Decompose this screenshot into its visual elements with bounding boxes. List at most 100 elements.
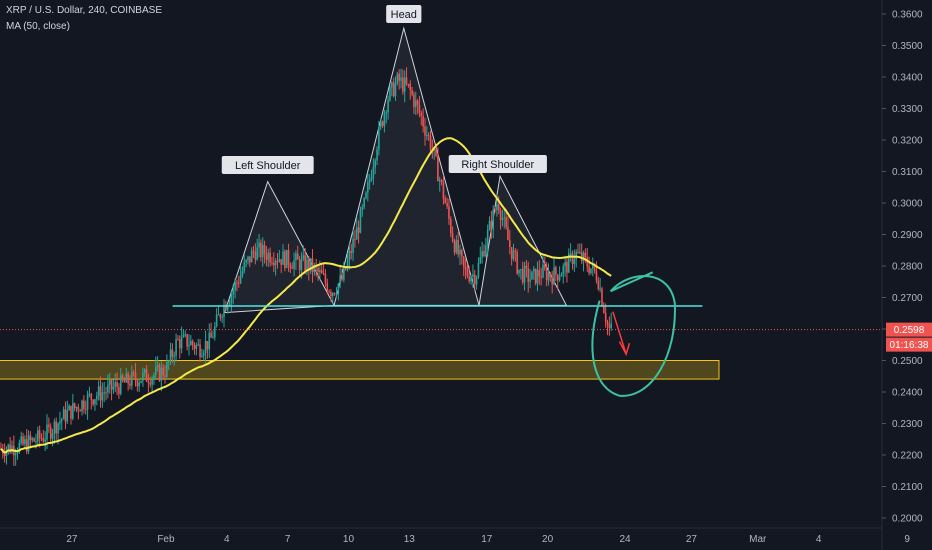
candle-body bbox=[584, 252, 587, 258]
ma-50-line bbox=[0, 137, 612, 454]
candle-body bbox=[107, 384, 109, 393]
candle-body bbox=[291, 267, 294, 269]
candle-body bbox=[424, 126, 426, 136]
last-price-label: 0.2598 bbox=[894, 325, 925, 336]
candle-body bbox=[527, 268, 530, 282]
candle-body bbox=[381, 121, 384, 126]
candle-body bbox=[520, 269, 522, 271]
candle-body bbox=[284, 251, 286, 269]
candle-body bbox=[99, 386, 102, 401]
candle-body bbox=[92, 399, 94, 405]
y-tick-label: 0.3400 bbox=[892, 73, 923, 84]
y-tick-label: 0.2100 bbox=[892, 482, 923, 493]
candle-body bbox=[175, 339, 177, 356]
x-tick-label: 20 bbox=[542, 534, 554, 545]
candle-body bbox=[215, 314, 218, 327]
x-tick-label: Mar bbox=[749, 534, 767, 545]
candle-body bbox=[228, 303, 231, 306]
x-tick-label: Feb bbox=[157, 534, 175, 545]
candle-body bbox=[326, 282, 329, 292]
candle-body bbox=[177, 339, 179, 341]
candle-body bbox=[512, 250, 515, 260]
candle-body bbox=[438, 179, 441, 182]
candle-body bbox=[400, 77, 402, 81]
y-tick-label: 0.2900 bbox=[892, 230, 923, 241]
candle-body bbox=[51, 433, 54, 439]
candle-body bbox=[260, 242, 262, 258]
candle-body bbox=[573, 259, 576, 265]
candle-body bbox=[40, 438, 43, 440]
candle-body bbox=[420, 112, 423, 117]
candle-body bbox=[595, 270, 598, 281]
candle-body bbox=[494, 209, 496, 211]
x-tick-label: 27 bbox=[686, 534, 698, 545]
candle-body bbox=[188, 345, 190, 347]
candle-body bbox=[295, 253, 297, 261]
candle-body bbox=[110, 379, 113, 390]
candle-body bbox=[488, 221, 491, 231]
y-tick-label: 0.2000 bbox=[892, 514, 923, 525]
candle-body bbox=[232, 290, 235, 295]
candle-body bbox=[306, 259, 308, 271]
candle-body bbox=[411, 90, 413, 95]
candle-body bbox=[114, 382, 117, 387]
candle-body bbox=[221, 316, 223, 318]
candle-body bbox=[145, 369, 148, 382]
candle-body bbox=[250, 250, 253, 263]
candle-body bbox=[79, 410, 82, 412]
candle-body bbox=[579, 252, 581, 254]
candle-body bbox=[243, 262, 246, 272]
left-shoulder-label: Left Shoulder bbox=[235, 160, 301, 172]
candle-body bbox=[197, 344, 200, 346]
candle-body bbox=[164, 375, 166, 377]
candle-body bbox=[236, 282, 238, 284]
candle-body bbox=[46, 424, 48, 440]
candle-body bbox=[464, 266, 467, 270]
candle-body bbox=[73, 403, 76, 409]
candle-body bbox=[287, 250, 290, 266]
candle-body bbox=[486, 230, 489, 246]
candle-body bbox=[357, 227, 360, 233]
candle-body bbox=[263, 244, 266, 255]
candle-body bbox=[567, 253, 570, 273]
candle-body bbox=[132, 372, 135, 374]
candle-body bbox=[337, 283, 340, 294]
candle-body bbox=[354, 239, 356, 241]
candle-body bbox=[158, 365, 161, 381]
candle-body bbox=[341, 275, 343, 280]
candle-body bbox=[466, 269, 469, 276]
candle-body bbox=[593, 263, 596, 271]
candle-body bbox=[27, 435, 30, 452]
candle-body bbox=[514, 250, 517, 252]
candle-body bbox=[142, 372, 144, 381]
candle-body bbox=[136, 380, 139, 387]
candle-body bbox=[320, 269, 323, 274]
candle-body bbox=[140, 380, 142, 383]
candle-body bbox=[505, 217, 507, 228]
candle-body bbox=[569, 253, 572, 255]
candle-body bbox=[468, 275, 471, 282]
candle-body bbox=[477, 263, 480, 278]
countdown-label: 01:16:38 bbox=[890, 340, 929, 351]
candle-body bbox=[60, 419, 63, 422]
candle-body bbox=[101, 392, 104, 401]
candle-body bbox=[31, 438, 34, 441]
candle-body bbox=[407, 83, 410, 85]
candle-body bbox=[534, 268, 537, 284]
candle-body bbox=[473, 274, 476, 285]
candle-body bbox=[36, 430, 39, 442]
candle-body bbox=[16, 452, 19, 454]
candle-body bbox=[348, 251, 351, 261]
candle-body bbox=[35, 441, 37, 443]
candle-body bbox=[398, 73, 400, 81]
y-tick-label: 0.3200 bbox=[892, 136, 923, 147]
candle-body bbox=[378, 126, 380, 150]
candle-body bbox=[531, 271, 533, 280]
candle-body bbox=[169, 349, 172, 362]
x-tick-label: 24 bbox=[619, 534, 631, 545]
candle-body bbox=[497, 204, 500, 211]
candle-body bbox=[300, 258, 303, 271]
candle-body bbox=[324, 273, 327, 283]
